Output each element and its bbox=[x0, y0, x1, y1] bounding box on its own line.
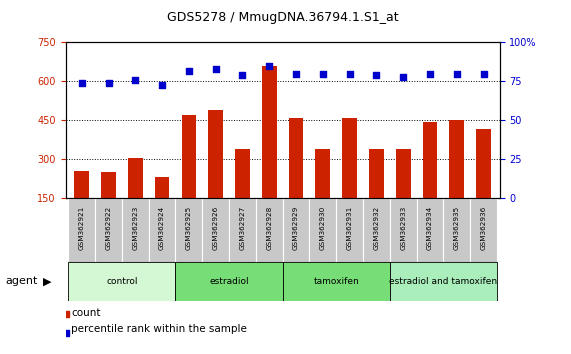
Bar bbox=[315, 149, 330, 198]
Bar bbox=[342, 118, 357, 198]
Point bbox=[158, 82, 167, 87]
Point bbox=[211, 66, 220, 72]
Bar bbox=[336, 198, 363, 262]
Text: GSM362922: GSM362922 bbox=[106, 206, 111, 250]
Bar bbox=[390, 262, 497, 301]
Bar bbox=[128, 158, 143, 198]
Text: ▶: ▶ bbox=[43, 276, 51, 286]
Bar bbox=[283, 262, 390, 301]
Bar bbox=[69, 262, 175, 301]
Bar bbox=[202, 198, 229, 262]
Text: percentile rank within the sample: percentile rank within the sample bbox=[71, 324, 247, 334]
Bar bbox=[122, 198, 148, 262]
Point bbox=[102, 255, 111, 261]
Bar bbox=[95, 198, 122, 262]
Text: GSM362927: GSM362927 bbox=[239, 206, 246, 250]
Point bbox=[184, 68, 194, 73]
Text: GSM362932: GSM362932 bbox=[373, 206, 379, 250]
Point bbox=[372, 72, 381, 78]
Bar bbox=[74, 171, 89, 198]
Bar bbox=[449, 120, 464, 198]
Text: GSM362923: GSM362923 bbox=[132, 206, 138, 250]
Point bbox=[104, 80, 113, 86]
Bar bbox=[175, 262, 283, 301]
Point bbox=[479, 71, 488, 76]
Text: GSM362934: GSM362934 bbox=[427, 206, 433, 250]
Point bbox=[131, 77, 140, 83]
Text: agent: agent bbox=[6, 276, 38, 286]
Text: GSM362928: GSM362928 bbox=[266, 206, 272, 250]
Point bbox=[77, 80, 86, 86]
Bar bbox=[470, 198, 497, 262]
Bar bbox=[69, 198, 95, 262]
Point bbox=[425, 71, 435, 76]
Bar bbox=[476, 130, 491, 198]
Point bbox=[102, 84, 111, 90]
Bar bbox=[289, 118, 303, 198]
Text: GDS5278 / MmugDNA.36794.1.S1_at: GDS5278 / MmugDNA.36794.1.S1_at bbox=[167, 11, 399, 24]
Point bbox=[238, 72, 247, 78]
Bar bbox=[208, 110, 223, 198]
Bar bbox=[363, 198, 390, 262]
Text: tamoxifen: tamoxifen bbox=[313, 277, 359, 286]
Point bbox=[318, 71, 327, 76]
Text: estradiol and tamoxifen: estradiol and tamoxifen bbox=[389, 277, 497, 286]
Point bbox=[265, 63, 274, 69]
Bar bbox=[175, 198, 202, 262]
Text: GSM362926: GSM362926 bbox=[212, 206, 219, 250]
Text: GSM362930: GSM362930 bbox=[320, 206, 326, 250]
Text: GSM362924: GSM362924 bbox=[159, 206, 165, 250]
Bar bbox=[148, 198, 175, 262]
Point bbox=[291, 71, 300, 76]
Bar bbox=[155, 177, 170, 198]
Bar bbox=[396, 149, 411, 198]
Bar bbox=[229, 198, 256, 262]
Text: GSM362936: GSM362936 bbox=[481, 206, 486, 250]
Point bbox=[345, 71, 354, 76]
Bar bbox=[182, 115, 196, 198]
Text: estradiol: estradiol bbox=[209, 277, 249, 286]
Text: GSM362925: GSM362925 bbox=[186, 206, 192, 250]
Bar bbox=[256, 198, 283, 262]
Bar bbox=[262, 66, 276, 198]
Bar bbox=[309, 198, 336, 262]
Text: GSM362929: GSM362929 bbox=[293, 206, 299, 250]
Text: GSM362935: GSM362935 bbox=[454, 206, 460, 250]
Text: count: count bbox=[71, 308, 101, 318]
Text: GSM362933: GSM362933 bbox=[400, 206, 406, 250]
Bar bbox=[283, 198, 309, 262]
Bar bbox=[417, 198, 443, 262]
Point bbox=[399, 74, 408, 80]
Text: GSM362931: GSM362931 bbox=[347, 206, 353, 250]
Bar bbox=[369, 149, 384, 198]
Bar bbox=[390, 198, 417, 262]
Point bbox=[452, 71, 461, 76]
Bar bbox=[101, 172, 116, 198]
Text: GSM362921: GSM362921 bbox=[79, 206, 85, 250]
Bar bbox=[235, 149, 250, 198]
Bar bbox=[443, 198, 470, 262]
Bar bbox=[423, 122, 437, 198]
Text: control: control bbox=[106, 277, 138, 286]
